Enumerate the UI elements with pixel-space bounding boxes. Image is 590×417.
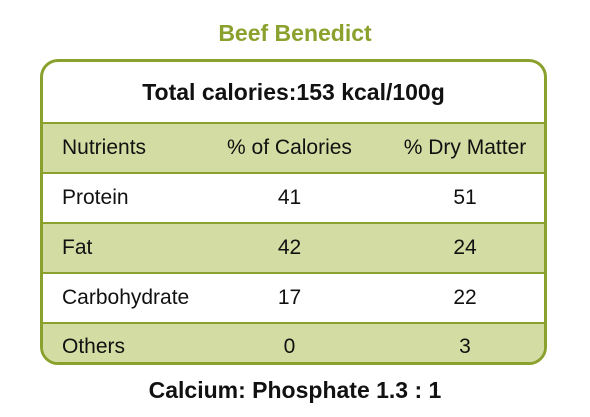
header-percent-dry-matter: % Dry Matter xyxy=(403,136,527,159)
page-title: Beef Benedict xyxy=(218,20,372,46)
table-row-others: Others 0 3 xyxy=(43,324,544,362)
nutrient-name: Fat xyxy=(62,236,93,259)
dry-matter-value: 3 xyxy=(459,335,471,358)
nutrient-name: Carbohydrate xyxy=(62,286,190,309)
table-row-protein: Protein 41 51 xyxy=(43,174,544,224)
header-nutrients: Nutrients xyxy=(62,136,147,159)
header-percent-calories: % of Calories xyxy=(227,136,352,159)
dry-matter-value: 22 xyxy=(453,286,477,309)
total-calories: Total calories:153 kcal/100g xyxy=(43,62,544,124)
dry-matter-value: 51 xyxy=(453,186,477,209)
table-header-row: Nutrients % of Calories % Dry Matter xyxy=(43,124,544,174)
table-row-fat: Fat 42 24 xyxy=(43,224,544,274)
calories-value: 42 xyxy=(277,236,302,259)
dry-matter-value: 24 xyxy=(453,236,477,259)
calcium-phosphate-ratio: Calcium: Phosphate 1.3 : 1 xyxy=(148,377,442,403)
calories-value: 17 xyxy=(277,286,302,309)
table-row-carbohydrate: Carbohydrate 17 22 xyxy=(43,274,544,324)
nutrient-name: Protein xyxy=(62,186,129,209)
calories-value: 0 xyxy=(283,335,296,358)
nutrition-table-card: Total calories:153 kcal/100g Nutrients %… xyxy=(40,59,547,365)
calories-value: 41 xyxy=(277,186,302,209)
nutrient-name: Others xyxy=(62,335,126,358)
